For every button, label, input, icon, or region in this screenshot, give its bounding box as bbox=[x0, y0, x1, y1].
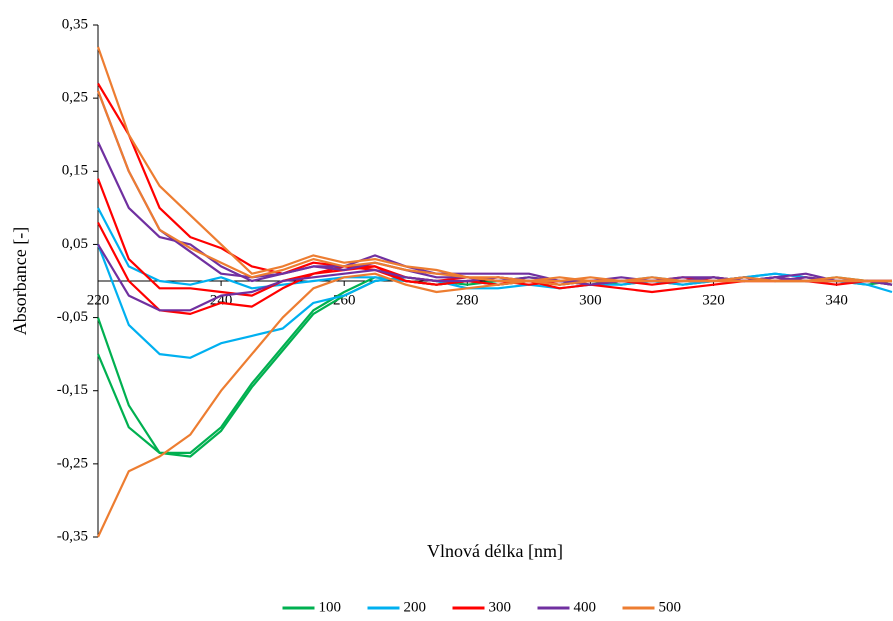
series-line bbox=[97, 272, 892, 538]
x-tick-label: 300 bbox=[579, 292, 602, 308]
series-line bbox=[96, 90, 892, 283]
x-tick-label: 340 bbox=[825, 292, 848, 308]
legend-label: 300 bbox=[489, 599, 512, 615]
x-tick-label: 280 bbox=[456, 292, 479, 308]
x-tick-label: 320 bbox=[702, 292, 725, 308]
x-axis-title: Vlnová délka [nm] bbox=[427, 541, 563, 561]
y-tick-label: -0,15 bbox=[57, 382, 88, 398]
series-line bbox=[96, 46, 892, 283]
x-tick-label: 220 bbox=[87, 292, 110, 308]
legend-label: 500 bbox=[659, 599, 682, 615]
y-tick-label: 0,25 bbox=[62, 90, 88, 106]
series-line bbox=[96, 90, 892, 283]
legend-label: 200 bbox=[404, 599, 427, 615]
legend-label: 400 bbox=[574, 599, 597, 615]
y-tick-label: 0,15 bbox=[62, 163, 88, 179]
legend-label: 100 bbox=[319, 599, 342, 615]
y-tick-label: -0,25 bbox=[57, 455, 88, 471]
y-tick-label: -0,05 bbox=[57, 309, 88, 325]
y-tick-label: 0,05 bbox=[62, 236, 88, 252]
y-axis-title: Absorbance [-] bbox=[10, 227, 30, 335]
y-tick-label: 0,35 bbox=[62, 16, 88, 32]
y-tick-label: -0,35 bbox=[57, 528, 88, 544]
